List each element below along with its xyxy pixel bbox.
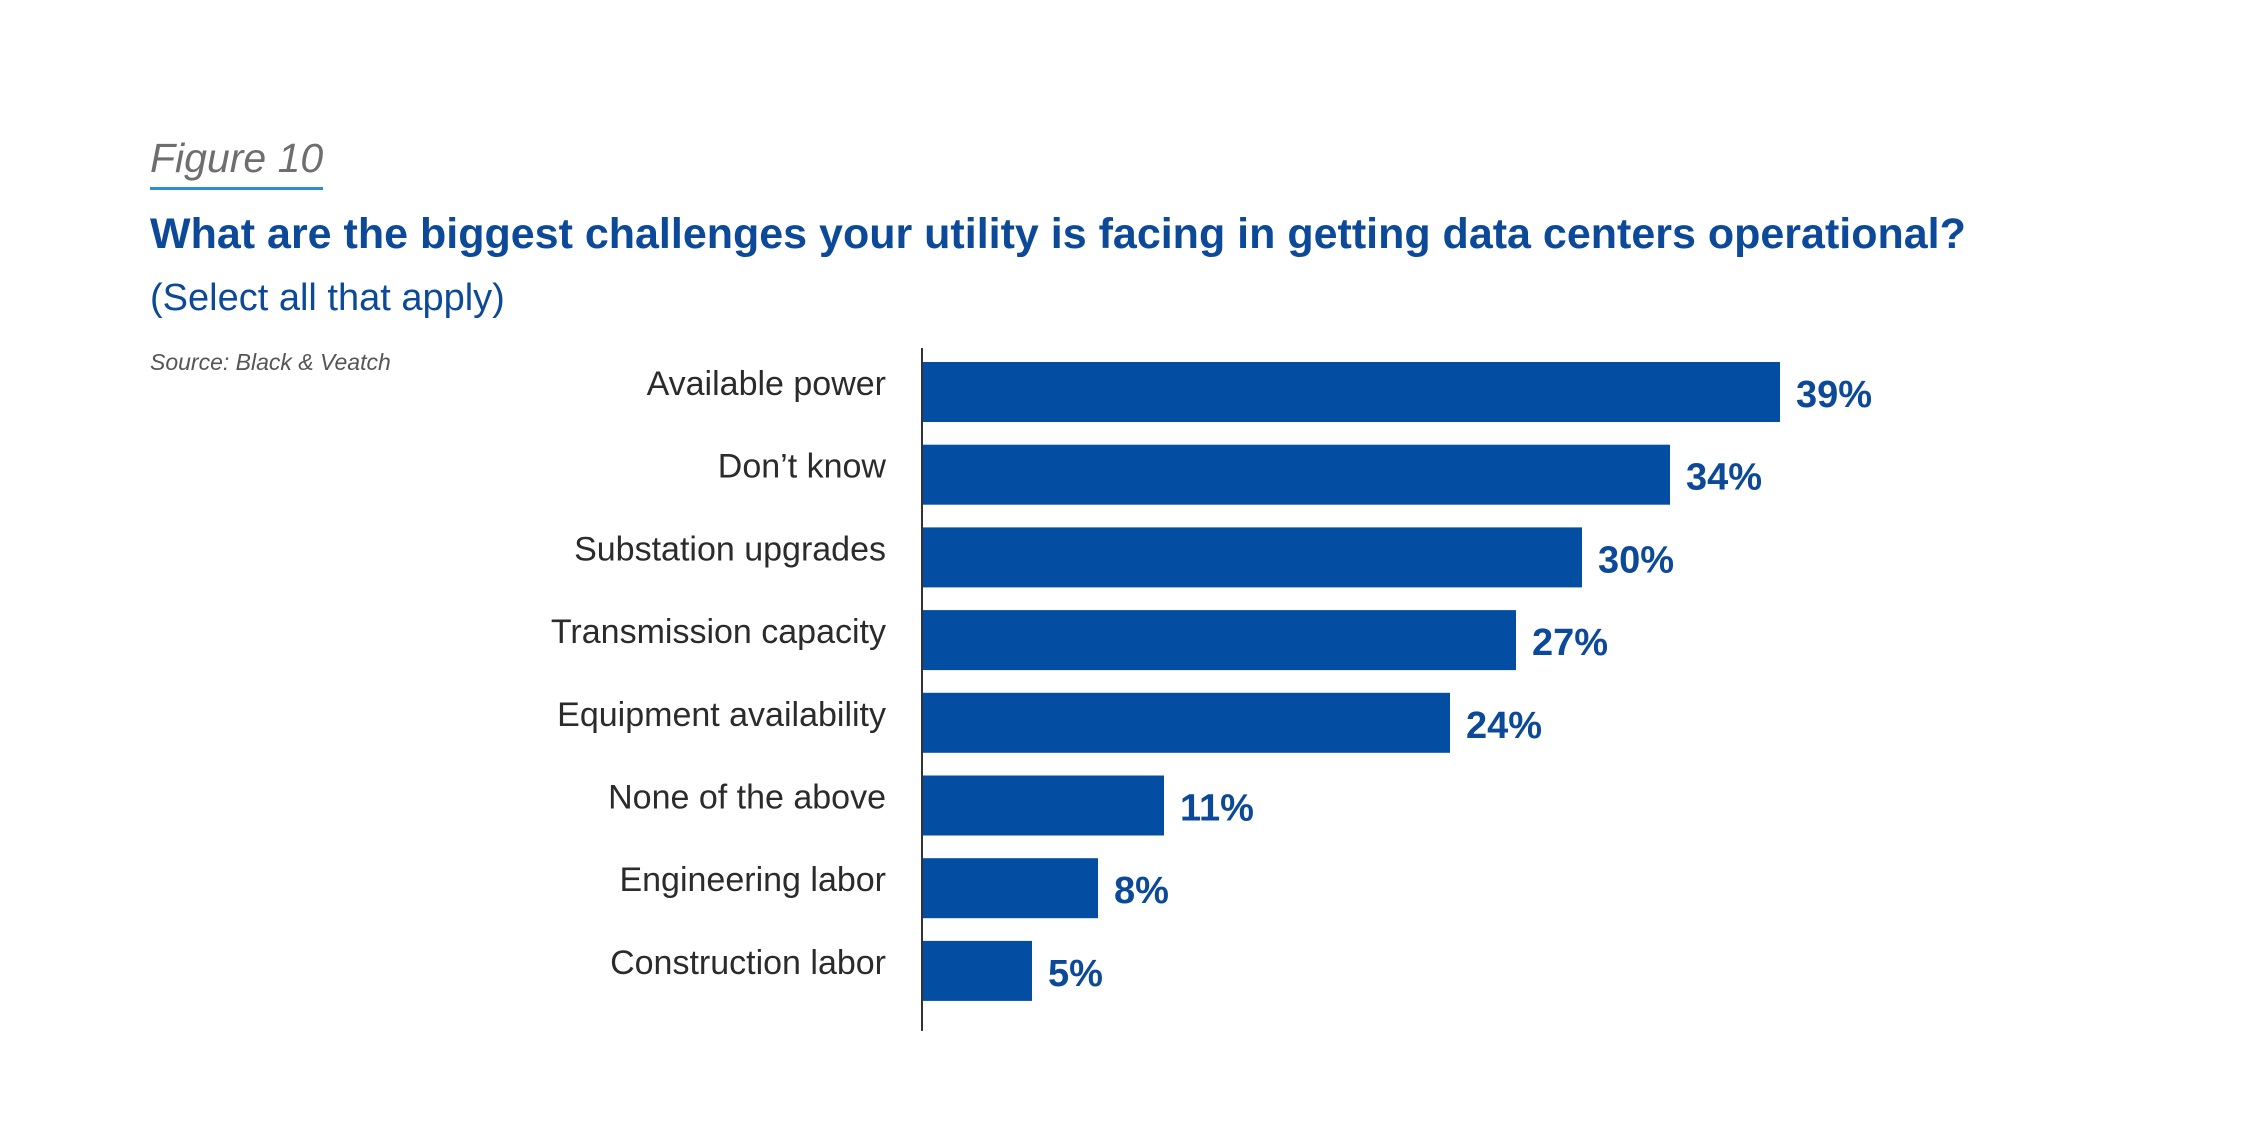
bar xyxy=(922,775,1164,836)
bar xyxy=(922,444,1670,505)
category-label: Construction labor xyxy=(610,944,886,982)
value-label: 30% xyxy=(1598,539,1674,581)
category-label: Engineering labor xyxy=(619,861,886,899)
figure-label: Figure 10 xyxy=(150,138,324,190)
bar xyxy=(922,858,1098,919)
bar xyxy=(922,527,1582,588)
value-label: 34% xyxy=(1686,457,1762,499)
category-label: Transmission capacity xyxy=(551,613,886,651)
category-label: None of the above xyxy=(608,779,886,817)
category-label: Don’t know xyxy=(718,448,887,486)
bar xyxy=(922,940,1032,1001)
bars-group: Available power 39% Don’t know 34% Substatio… xyxy=(551,362,1872,1001)
category-label: Available power xyxy=(647,365,886,403)
value-label: 8% xyxy=(1114,870,1169,912)
chart-source: Source: Black & Veatch xyxy=(150,349,391,375)
value-label: 11% xyxy=(1180,788,1254,830)
category-label: Equipment availability xyxy=(557,696,886,734)
chart-title: What are the biggest challenges your uti… xyxy=(150,210,1966,258)
category-label: Substation upgrades xyxy=(574,530,886,568)
bar xyxy=(922,692,1450,753)
chart-subtitle: (Select all that apply) xyxy=(150,277,505,319)
bar xyxy=(922,610,1516,671)
value-label: 24% xyxy=(1466,705,1542,747)
value-label: 5% xyxy=(1048,953,1103,995)
bar xyxy=(922,362,1780,422)
value-label: 39% xyxy=(1796,374,1872,416)
value-label: 27% xyxy=(1532,622,1608,664)
